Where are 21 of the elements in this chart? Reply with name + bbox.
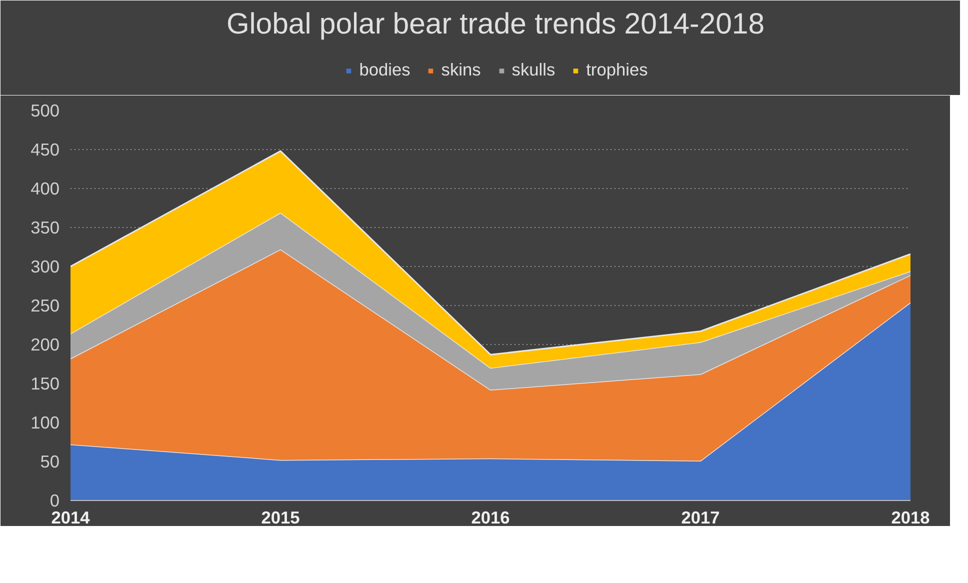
y-tick-label: 50 [40,452,60,472]
legend-label: skins [441,60,481,80]
y-tick-label: 300 [30,256,60,276]
y-tick-label: 450 [30,140,60,160]
chart-title: Global polar bear trade trends 2014-2018 [226,8,765,40]
y-tick-label: 150 [30,374,60,394]
y-tick-label: 250 [30,296,60,316]
x-tick-label: 2014 [51,508,90,528]
x-tick-label: 2015 [261,508,300,528]
y-tick-label: 100 [30,412,60,432]
y-tick-label: 500 [30,100,60,120]
legend-label: skulls [512,60,556,80]
y-tick-label: 200 [30,334,60,354]
y-tick-label: 350 [30,218,60,238]
y-tick-label: 0 [50,490,60,510]
y-tick-label: 400 [30,178,60,198]
legend-label: trophies [586,60,648,80]
x-tick-label: 2017 [681,508,720,528]
x-tick-label: 2018 [891,508,930,528]
legend-label: bodies [359,60,410,80]
x-tick-label: 2016 [471,508,510,528]
